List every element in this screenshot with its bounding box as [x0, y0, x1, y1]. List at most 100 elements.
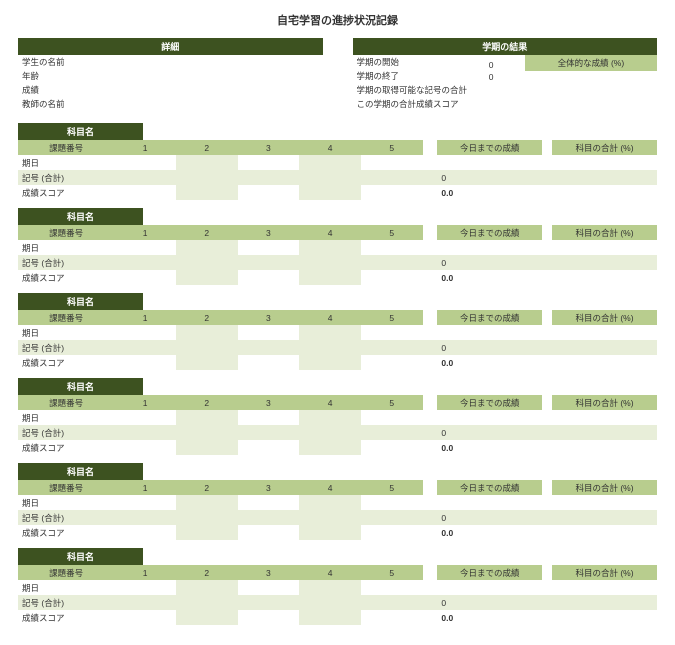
subject-table: 課題番号12345今日までの成績科目の合計 (%)期日記号 (合計)0成績スコア… [18, 480, 657, 540]
score-cell [176, 270, 238, 285]
score-cell [238, 610, 300, 625]
symbol-cell [114, 255, 176, 270]
assignment-num-label: 課題番号 [18, 310, 114, 325]
assignment-num-cell: 4 [299, 395, 361, 410]
score-cell [114, 525, 176, 540]
date-cell [114, 580, 176, 595]
symbol-cell [361, 425, 423, 440]
subject-table: 課題番号12345今日までの成績科目の合計 (%)期日記号 (合計)0成績スコア… [18, 140, 657, 200]
subject-total-header: 科目の合計 (%) [552, 395, 657, 410]
date-row: 期日 [18, 410, 657, 425]
date-cell [299, 155, 361, 170]
results-box: 学期の結果 学期の開始学期の終了学期の取得可能な記号の合計この学期の合計成績スコ… [353, 38, 658, 111]
score-cell [114, 355, 176, 370]
subject-block: 科目名課題番号12345今日までの成績科目の合計 (%)期日記号 (合計)0成績… [18, 463, 657, 540]
assignment-num-cell: 1 [114, 140, 176, 155]
today-score-sym: 0 [437, 425, 542, 440]
assignment-num-cell: 1 [114, 310, 176, 325]
subject-total-header: 科目の合計 (%) [552, 140, 657, 155]
score-label: 成績スコア [18, 610, 114, 625]
symbol-cell [238, 255, 300, 270]
symbol-cell [114, 510, 176, 525]
symbol-cell [238, 170, 300, 185]
subject-block: 科目名課題番号12345今日までの成績科目の合計 (%)期日記号 (合計)0成績… [18, 123, 657, 200]
symbol-cell [114, 340, 176, 355]
assignment-num-cell: 5 [361, 565, 423, 580]
assignment-num-label: 課題番号 [18, 480, 114, 495]
date-cell [361, 410, 423, 425]
symbol-cell [176, 510, 238, 525]
symbol-cell [299, 595, 361, 610]
assignment-num-cell: 2 [176, 480, 238, 495]
score-cell [114, 270, 176, 285]
assignment-num-cell: 3 [238, 140, 300, 155]
score-cell [114, 185, 176, 200]
results-header: 学期の結果 [353, 38, 658, 55]
detail-row: 学生の名前 [18, 55, 323, 69]
symbol-cell [114, 595, 176, 610]
assignment-num-label: 課題番号 [18, 565, 114, 580]
subject-name-header: 科目名 [18, 123, 143, 140]
symbol-cell [176, 425, 238, 440]
score-cell [361, 525, 423, 540]
date-label: 期日 [18, 410, 114, 425]
assignment-num-cell: 4 [299, 140, 361, 155]
score-cell [238, 270, 300, 285]
symbol-cell [361, 170, 423, 185]
date-cell [361, 155, 423, 170]
detail-label: 成績 [22, 84, 170, 96]
date-cell [176, 240, 238, 255]
symbol-cell [299, 425, 361, 440]
subject-block: 科目名課題番号12345今日までの成績科目の合計 (%)期日記号 (合計)0成績… [18, 548, 657, 625]
date-row: 期日 [18, 495, 657, 510]
score-cell [361, 270, 423, 285]
results-grid: 学期の開始学期の終了学期の取得可能な記号の合計この学期の合計成績スコア 00 全… [353, 55, 658, 111]
date-cell [176, 495, 238, 510]
assignment-num-label: 課題番号 [18, 395, 114, 410]
score-cell [176, 610, 238, 625]
today-score-sym: 0 [437, 340, 542, 355]
date-label: 期日 [18, 240, 114, 255]
assignment-num-cell: 4 [299, 310, 361, 325]
today-score-value: 0.0 [437, 270, 542, 285]
assignment-num-cell: 1 [114, 480, 176, 495]
detail-label: 年齢 [22, 70, 170, 82]
assignment-num-label: 課題番号 [18, 140, 114, 155]
today-score-value: 0.0 [437, 355, 542, 370]
symbol-cell [361, 255, 423, 270]
detail-row: 年齢 [18, 69, 323, 83]
symbol-cell [361, 510, 423, 525]
subject-name-header: 科目名 [18, 208, 143, 225]
score-row: 成績スコア0.0 [18, 525, 657, 540]
symbol-cell [176, 170, 238, 185]
symbol-row: 記号 (合計) 0 [18, 340, 657, 355]
date-cell [114, 240, 176, 255]
assignment-num-cell: 4 [299, 565, 361, 580]
symbol-cell [176, 595, 238, 610]
date-cell [361, 580, 423, 595]
subject-total-header: 科目の合計 (%) [552, 480, 657, 495]
score-row: 成績スコア0.0 [18, 270, 657, 285]
score-row: 成績スコア0.0 [18, 440, 657, 455]
score-cell [299, 355, 361, 370]
assignment-num-label: 課題番号 [18, 225, 114, 240]
symbol-cell [238, 595, 300, 610]
subject-table: 課題番号12345今日までの成績科目の合計 (%)期日記号 (合計)0成績スコア… [18, 565, 657, 625]
subjects-container: 科目名課題番号12345今日までの成績科目の合計 (%)期日記号 (合計)0成績… [18, 123, 657, 625]
results-label: この学期の合計成績スコア [353, 97, 485, 111]
symbol-label: 記号 (合計) [18, 340, 114, 355]
assignment-num-cell: 5 [361, 480, 423, 495]
score-row: 成績スコア 0.0 [18, 610, 657, 625]
symbol-cell [114, 425, 176, 440]
assignment-num-cell: 2 [176, 225, 238, 240]
symbol-cell [238, 340, 300, 355]
date-cell [299, 240, 361, 255]
results-value: 0 [485, 59, 525, 71]
date-cell [176, 580, 238, 595]
assignment-num-cell: 2 [176, 140, 238, 155]
today-score-value: 0.0 [437, 610, 542, 625]
date-label: 期日 [18, 155, 114, 170]
assignment-number-row: 課題番号12345今日までの成績科目の合計 (%) [18, 480, 657, 495]
score-row: 成績スコア0.0 [18, 355, 657, 370]
assignment-number-row: 課題番号12345今日までの成績科目の合計 (%) [18, 395, 657, 410]
